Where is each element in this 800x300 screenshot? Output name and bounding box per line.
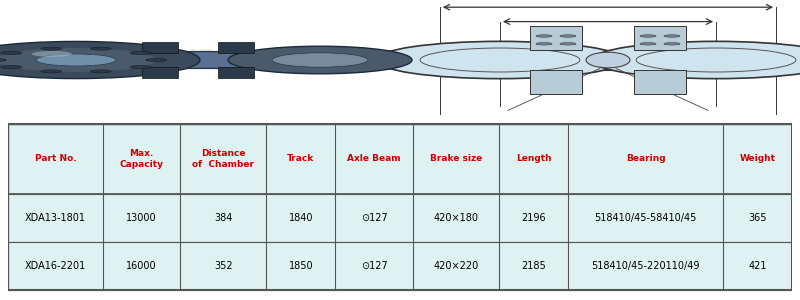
Text: 2196: 2196 — [522, 213, 546, 223]
Bar — [592, 50, 624, 70]
Circle shape — [228, 46, 412, 74]
Text: 420×220: 420×220 — [434, 261, 478, 271]
Bar — [218, 67, 254, 78]
Bar — [218, 42, 254, 53]
Text: 1840: 1840 — [289, 213, 313, 223]
Bar — [142, 67, 178, 78]
Text: Axle Beam: Axle Beam — [347, 154, 401, 164]
Text: 13000: 13000 — [126, 213, 157, 223]
Circle shape — [0, 48, 156, 72]
Circle shape — [272, 53, 368, 67]
Text: 518410/45-58410/45: 518410/45-58410/45 — [594, 213, 697, 223]
Circle shape — [560, 43, 576, 45]
Text: WONDER: WONDER — [129, 48, 255, 72]
Circle shape — [0, 58, 6, 61]
Text: 421: 421 — [748, 261, 766, 271]
Text: WONDER: WONDER — [558, 50, 658, 70]
Bar — [8, 242, 792, 290]
Circle shape — [36, 54, 116, 66]
Circle shape — [130, 51, 151, 55]
Text: Max.
Capacity: Max. Capacity — [119, 149, 163, 169]
Text: 384: 384 — [214, 213, 233, 223]
Text: ⊙127: ⊙127 — [361, 261, 387, 271]
Text: 1850: 1850 — [289, 261, 314, 271]
Text: Brake size: Brake size — [430, 154, 482, 164]
Ellipse shape — [586, 52, 630, 68]
Circle shape — [536, 35, 552, 37]
Circle shape — [536, 43, 552, 45]
Circle shape — [664, 35, 680, 37]
FancyBboxPatch shape — [0, 57, 32, 63]
Text: 420×180: 420×180 — [434, 213, 478, 223]
Text: XDA13-1801: XDA13-1801 — [25, 213, 86, 223]
Circle shape — [1, 65, 22, 69]
Text: Track: Track — [287, 154, 314, 164]
Bar — [634, 70, 686, 94]
Circle shape — [592, 41, 800, 79]
Text: Length: Length — [516, 154, 551, 164]
Text: ⊙127: ⊙127 — [361, 213, 387, 223]
Circle shape — [41, 70, 62, 73]
Bar — [530, 70, 582, 94]
Text: Weight: Weight — [739, 154, 775, 164]
Circle shape — [664, 43, 680, 45]
Text: 518410/45-220110/49: 518410/45-220110/49 — [591, 261, 700, 271]
Circle shape — [90, 47, 111, 50]
Bar — [8, 194, 792, 242]
Text: 365: 365 — [748, 213, 766, 223]
FancyBboxPatch shape — [72, 52, 328, 68]
Circle shape — [1, 51, 22, 55]
Bar — [634, 26, 686, 50]
Text: 352: 352 — [214, 261, 233, 271]
Bar — [530, 26, 582, 50]
Circle shape — [0, 41, 200, 79]
Text: 2185: 2185 — [521, 261, 546, 271]
Circle shape — [560, 35, 576, 37]
Circle shape — [130, 65, 151, 69]
Circle shape — [146, 58, 166, 61]
Circle shape — [640, 35, 656, 37]
Circle shape — [41, 47, 62, 50]
Circle shape — [376, 41, 624, 79]
Text: Bearing: Bearing — [626, 154, 666, 164]
Circle shape — [32, 51, 72, 57]
Text: 16000: 16000 — [126, 261, 157, 271]
Text: Distance
of  Chamber: Distance of Chamber — [192, 149, 254, 169]
Bar — [8, 124, 792, 194]
Bar — [142, 42, 178, 53]
Circle shape — [640, 43, 656, 45]
Text: XDA16-2201: XDA16-2201 — [25, 261, 86, 271]
Circle shape — [90, 70, 111, 73]
Text: Part No.: Part No. — [34, 154, 76, 164]
